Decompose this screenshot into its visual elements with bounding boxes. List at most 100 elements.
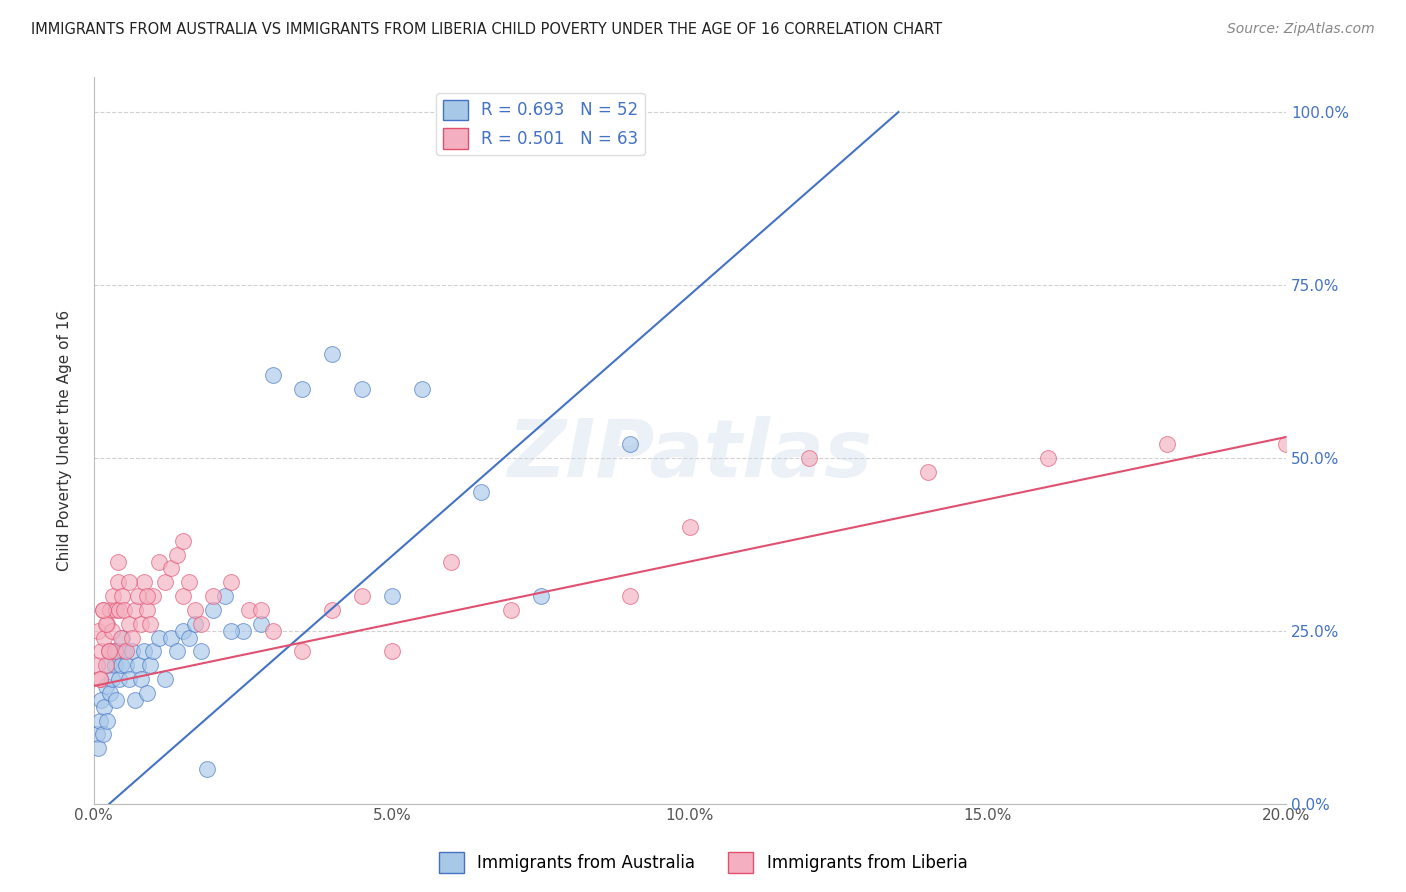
Point: [917, 465, 939, 479]
Point: [118, 616, 141, 631]
Point: [155, 575, 177, 590]
Text: IMMIGRANTS FROM AUSTRALIA VS IMMIGRANTS FROM LIBERIA CHILD POVERTY UNDER THE AGE: IMMIGRANTS FROM AUSTRALIA VS IMMIGRANTS …: [31, 22, 942, 37]
Point: [100, 624, 122, 638]
Point: [121, 644, 143, 658]
Point: [184, 616, 207, 631]
Point: [115, 658, 138, 673]
Point: [111, 631, 134, 645]
Point: [94, 658, 117, 673]
Point: [499, 603, 522, 617]
Point: [321, 603, 343, 617]
Point: [91, 603, 114, 617]
Point: [148, 631, 170, 645]
Point: [94, 679, 117, 693]
Point: [94, 616, 117, 631]
Point: [291, 382, 314, 396]
Point: [350, 589, 373, 603]
Point: [262, 368, 284, 382]
Point: [100, 603, 122, 617]
Point: [195, 762, 218, 776]
Text: ZIPatlas: ZIPatlas: [508, 416, 872, 494]
Y-axis label: Child Poverty Under the Age of 16: Child Poverty Under the Age of 16: [58, 310, 72, 571]
Point: [291, 644, 314, 658]
Point: [172, 589, 194, 603]
Point: [172, 624, 194, 638]
Point: [91, 727, 114, 741]
Point: [619, 589, 641, 603]
Point: [121, 631, 143, 645]
Point: [214, 589, 236, 603]
Point: [87, 624, 110, 638]
Point: [105, 693, 128, 707]
Point: [112, 603, 135, 617]
Point: [1036, 450, 1059, 465]
Point: [131, 672, 153, 686]
Point: [1156, 437, 1178, 451]
Point: [321, 347, 343, 361]
Point: [166, 644, 188, 658]
Point: [96, 714, 118, 728]
Point: [100, 672, 122, 686]
Point: [148, 555, 170, 569]
Point: [97, 644, 120, 658]
Point: [96, 616, 118, 631]
Point: [107, 603, 129, 617]
Point: [118, 575, 141, 590]
Point: [530, 589, 553, 603]
Point: [232, 624, 254, 638]
Point: [381, 644, 404, 658]
Point: [172, 533, 194, 548]
Point: [100, 686, 122, 700]
Point: [249, 616, 271, 631]
Point: [262, 624, 284, 638]
Point: [177, 631, 200, 645]
Point: [619, 437, 641, 451]
Point: [134, 644, 156, 658]
Point: [184, 603, 207, 617]
Point: [86, 658, 108, 673]
Point: [166, 548, 188, 562]
Point: [139, 616, 162, 631]
Point: [136, 603, 159, 617]
Point: [127, 658, 149, 673]
Point: [115, 644, 138, 658]
Point: [136, 589, 159, 603]
Point: [101, 589, 124, 603]
Point: [89, 714, 111, 728]
Point: [201, 589, 224, 603]
Legend: Immigrants from Australia, Immigrants from Liberia: Immigrants from Australia, Immigrants fr…: [432, 846, 974, 880]
Point: [107, 555, 129, 569]
Point: [142, 589, 165, 603]
Point: [177, 575, 200, 590]
Point: [107, 575, 129, 590]
Point: [190, 644, 212, 658]
Point: [219, 624, 242, 638]
Point: [470, 485, 492, 500]
Point: [103, 658, 125, 673]
Point: [1275, 437, 1298, 451]
Point: [111, 589, 134, 603]
Point: [201, 603, 224, 617]
Point: [93, 699, 115, 714]
Point: [112, 644, 135, 658]
Point: [89, 672, 111, 686]
Point: [411, 382, 433, 396]
Point: [134, 575, 156, 590]
Point: [107, 644, 129, 658]
Point: [142, 644, 165, 658]
Point: [160, 561, 183, 575]
Point: [87, 741, 110, 756]
Point: [101, 644, 124, 658]
Point: [219, 575, 242, 590]
Point: [249, 603, 271, 617]
Text: Source: ZipAtlas.com: Source: ZipAtlas.com: [1227, 22, 1375, 37]
Point: [110, 658, 132, 673]
Point: [139, 658, 162, 673]
Point: [91, 603, 114, 617]
Point: [105, 603, 128, 617]
Point: [86, 727, 108, 741]
Point: [155, 672, 177, 686]
Point: [93, 631, 115, 645]
Point: [131, 616, 153, 631]
Point: [110, 631, 132, 645]
